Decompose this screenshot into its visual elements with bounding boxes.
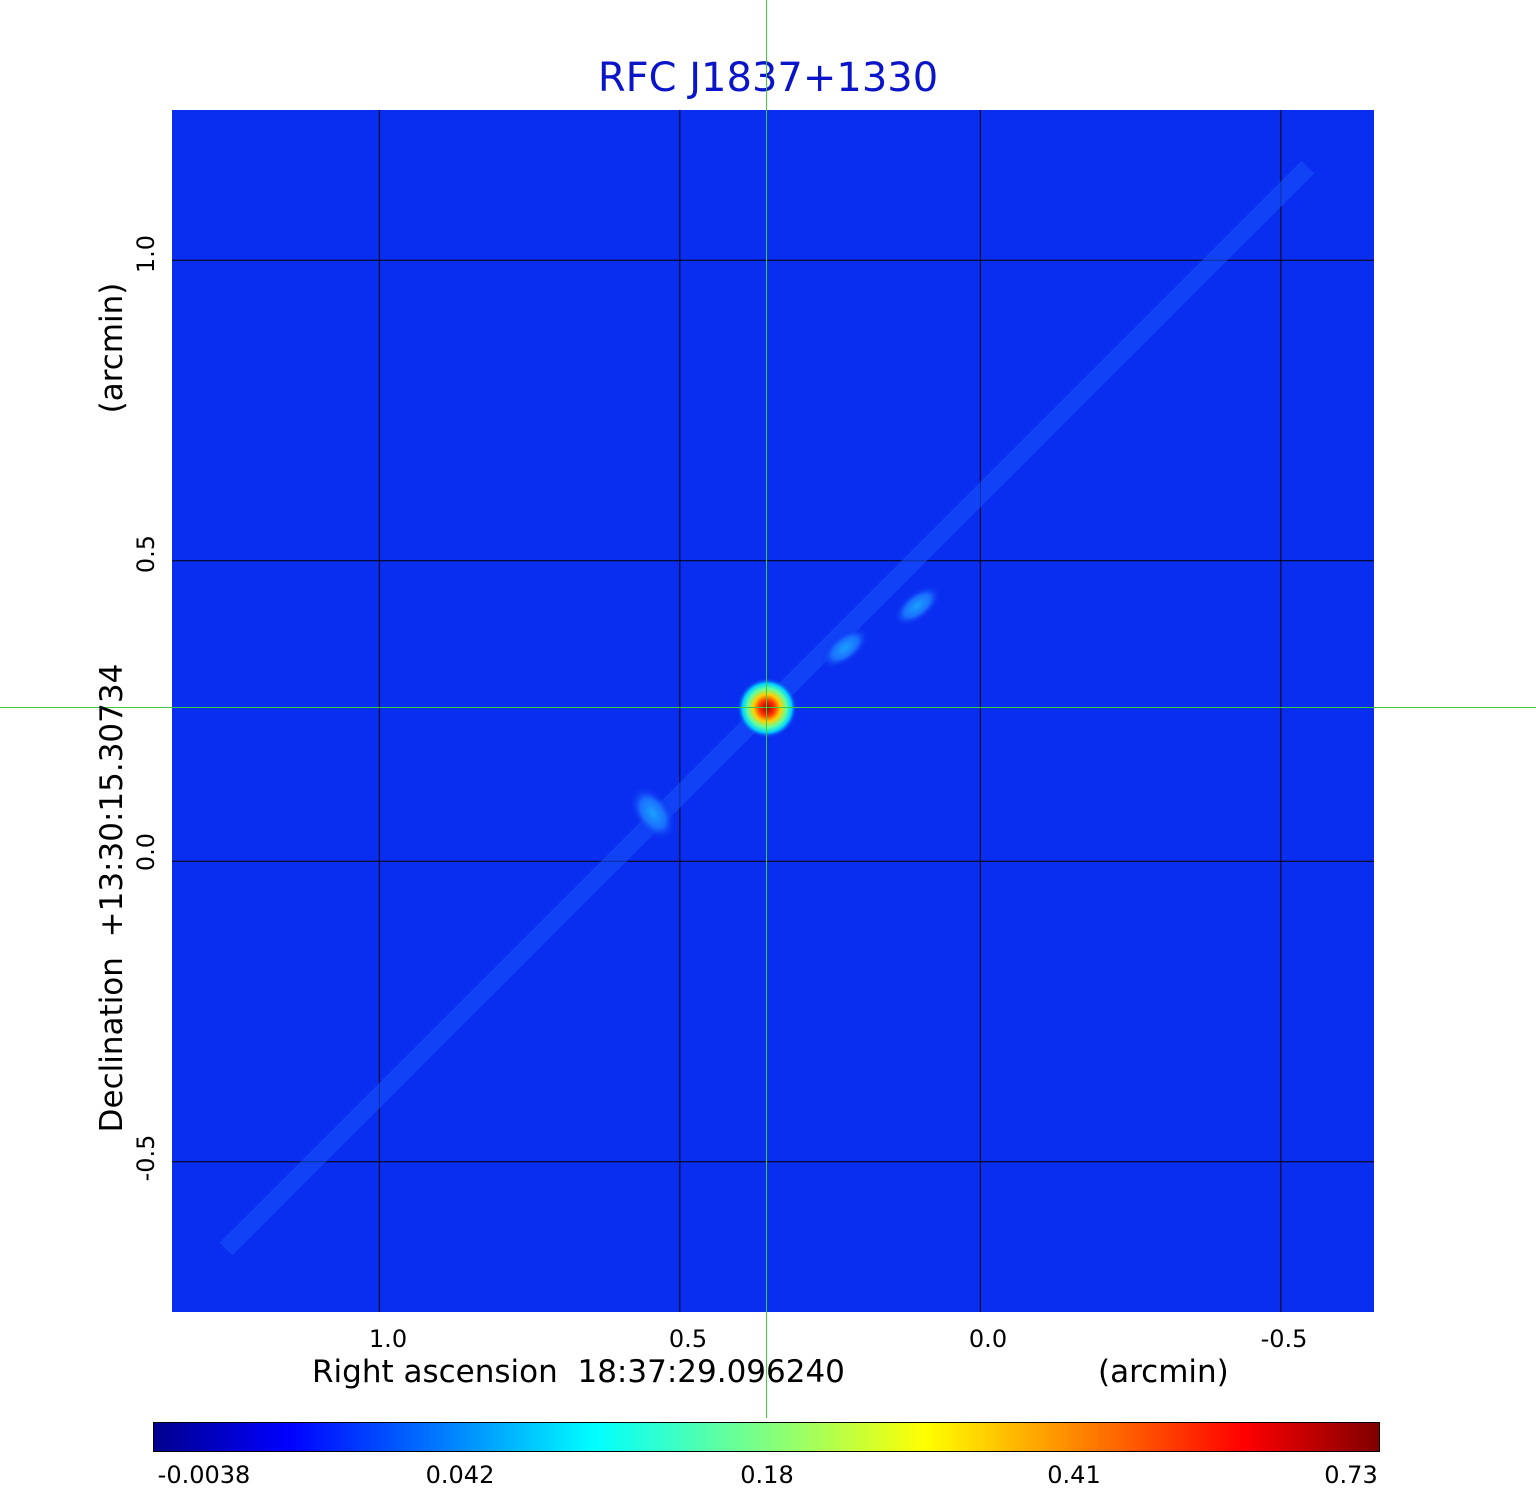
x-tick-label: -0.5 [1260,1325,1308,1353]
chart-title: RFC J1837+1330 [597,55,939,101]
x-tick-label: 0.5 [668,1325,708,1353]
x-axis-unit: (arcmin) [1098,1354,1229,1390]
x-tick-label: 1.0 [368,1325,408,1353]
colorbar-tick-label: 0.73 [1324,1461,1378,1489]
x-axis-label: Right ascension 18:37:29.096240 [312,1354,845,1390]
y-tick-label: 0.0 [132,832,160,872]
source-knot-ne-2 [893,585,941,627]
source-knot-ne-1 [821,627,869,669]
colorbar [153,1422,1380,1452]
colorbar-tick-label: 0.18 [740,1461,794,1489]
x-tick-label: 0.0 [968,1325,1008,1353]
colorbar-tick-label: -0.0038 [157,1461,251,1489]
plot-area[interactable] [172,110,1374,1312]
colorbar-tick-label: 0.41 [1047,1461,1101,1489]
y-tick-label: 0.5 [132,534,160,574]
y-axis-label: Declination +13:30:15.30734 [94,663,130,1133]
colorbar-tick-label: 0.042 [425,1461,495,1489]
crosshair-horizontal [0,707,1536,708]
crosshair-vertical [766,0,767,1418]
y-axis-unit: (arcmin) [94,282,130,414]
heatmap-image [172,110,1374,1312]
source-knot-sw [630,786,676,840]
y-tick-label: 1.0 [132,234,160,274]
y-tick-label: -0.5 [132,1134,160,1182]
